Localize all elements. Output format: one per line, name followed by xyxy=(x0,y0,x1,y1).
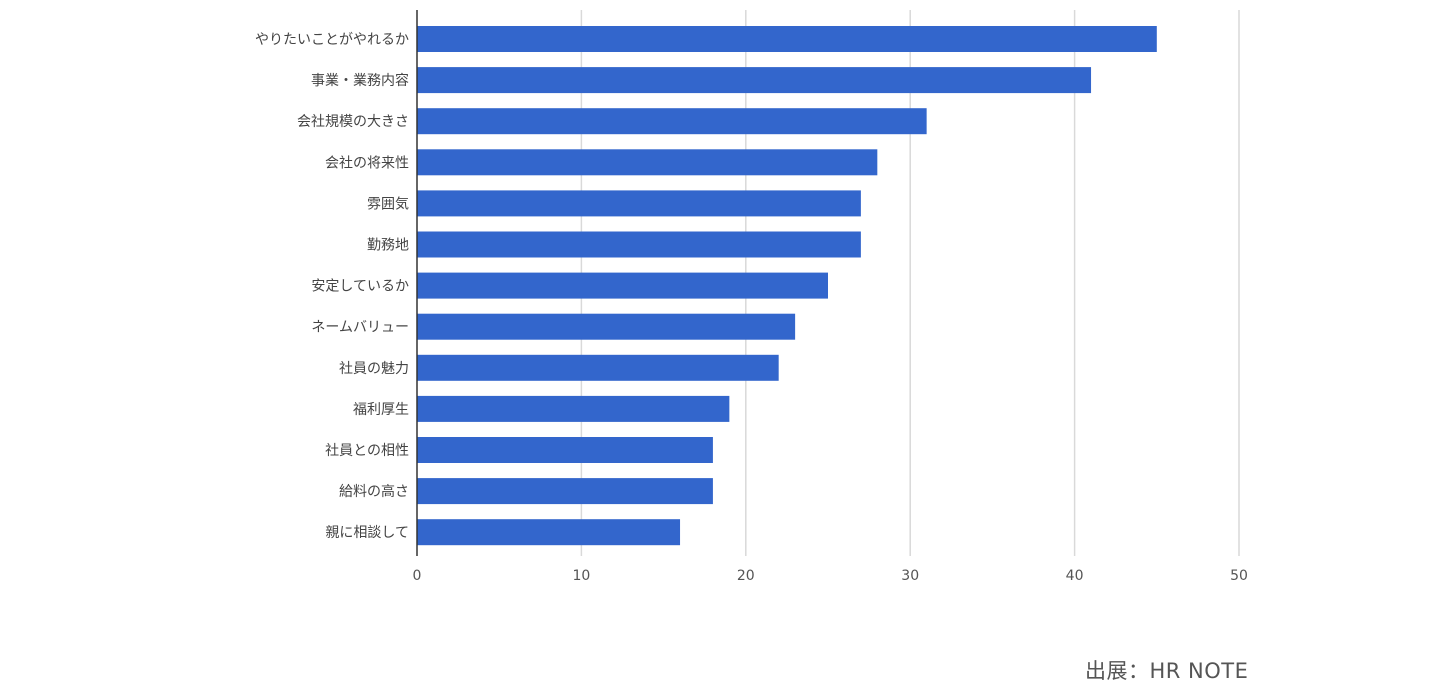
x-tick-label-40: 40 xyxy=(1066,568,1084,584)
x-tick-label-20: 20 xyxy=(737,568,755,584)
bar-6 xyxy=(417,272,828,299)
category-label-7: ネームバリュー xyxy=(311,320,409,336)
bar-5 xyxy=(417,231,861,258)
bar-4 xyxy=(417,190,861,217)
category-label-0: やりたいことがやれるか xyxy=(255,32,409,48)
bar-3 xyxy=(417,149,878,176)
bar-1 xyxy=(417,67,1092,94)
bar-9 xyxy=(417,395,730,422)
bar-10 xyxy=(417,437,713,463)
x-tick-label-0: 0 xyxy=(413,568,422,584)
category-label-12: 親に相談して xyxy=(325,525,409,541)
category-label-5: 勤務地 xyxy=(367,238,409,254)
x-tick-label-10: 10 xyxy=(572,568,590,584)
category-label-8: 社員の魅力 xyxy=(339,361,409,377)
x-tick-label-50: 50 xyxy=(1230,568,1248,584)
category-label-2: 会社規模の大きさ xyxy=(297,114,409,130)
source-note: 出展：HR NOTE xyxy=(1085,659,1249,683)
bar-0 xyxy=(417,26,1157,52)
category-label-1: 事業・業務内容 xyxy=(311,72,409,89)
bar-11 xyxy=(417,478,713,505)
category-label-10: 社員との相性 xyxy=(325,443,409,459)
x-tick-label-30: 30 xyxy=(901,568,919,584)
chart-svg: やりたいことがやれるか事業・業務内容会社規模の大きさ会社の将来性雰囲気勤務地安定… xyxy=(255,10,1248,584)
bar-2 xyxy=(417,108,927,135)
category-label-6: 安定しているか xyxy=(311,279,409,295)
bar-7 xyxy=(417,313,796,340)
category-label-11: 給料の高さ xyxy=(339,483,409,500)
category-label-9: 福利厚生 xyxy=(353,402,409,418)
category-label-3: 会社の将来性 xyxy=(325,155,409,171)
bar-8 xyxy=(417,354,779,381)
category-label-4: 雰囲気 xyxy=(367,196,409,212)
bar-12 xyxy=(417,519,681,546)
